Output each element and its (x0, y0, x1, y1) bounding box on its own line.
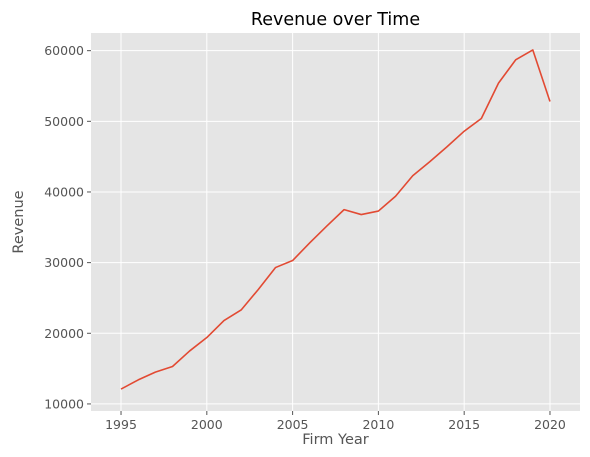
x-tick-label: 2015 (448, 417, 480, 432)
y-tick-label: 20000 (44, 326, 84, 341)
y-tick-label: 10000 (44, 396, 84, 411)
y-axis-label: Revenue (11, 190, 27, 253)
x-axis-label: Firm Year (302, 432, 368, 448)
chart-title: Revenue over Time (251, 10, 420, 30)
y-tick-label: 50000 (44, 114, 84, 129)
series-line (120, 49, 551, 390)
x-tick-label: 1995 (105, 417, 137, 432)
x-tick-label: 2020 (534, 417, 566, 432)
x-tick-label: 2010 (362, 417, 394, 432)
series-layer (120, 49, 551, 390)
y-tick-label: 30000 (44, 255, 84, 270)
y-tick-label: 60000 (44, 43, 84, 58)
x-tick-label: 2005 (277, 417, 309, 432)
x-tick-label: 2000 (191, 417, 223, 432)
axis-ticks: 1995 2000 2005 2010 2015 2020 10000 20000 30000 4… (44, 43, 566, 432)
gridlines (91, 33, 580, 411)
plot-area (91, 33, 580, 411)
y-tick-label: 40000 (44, 184, 84, 199)
